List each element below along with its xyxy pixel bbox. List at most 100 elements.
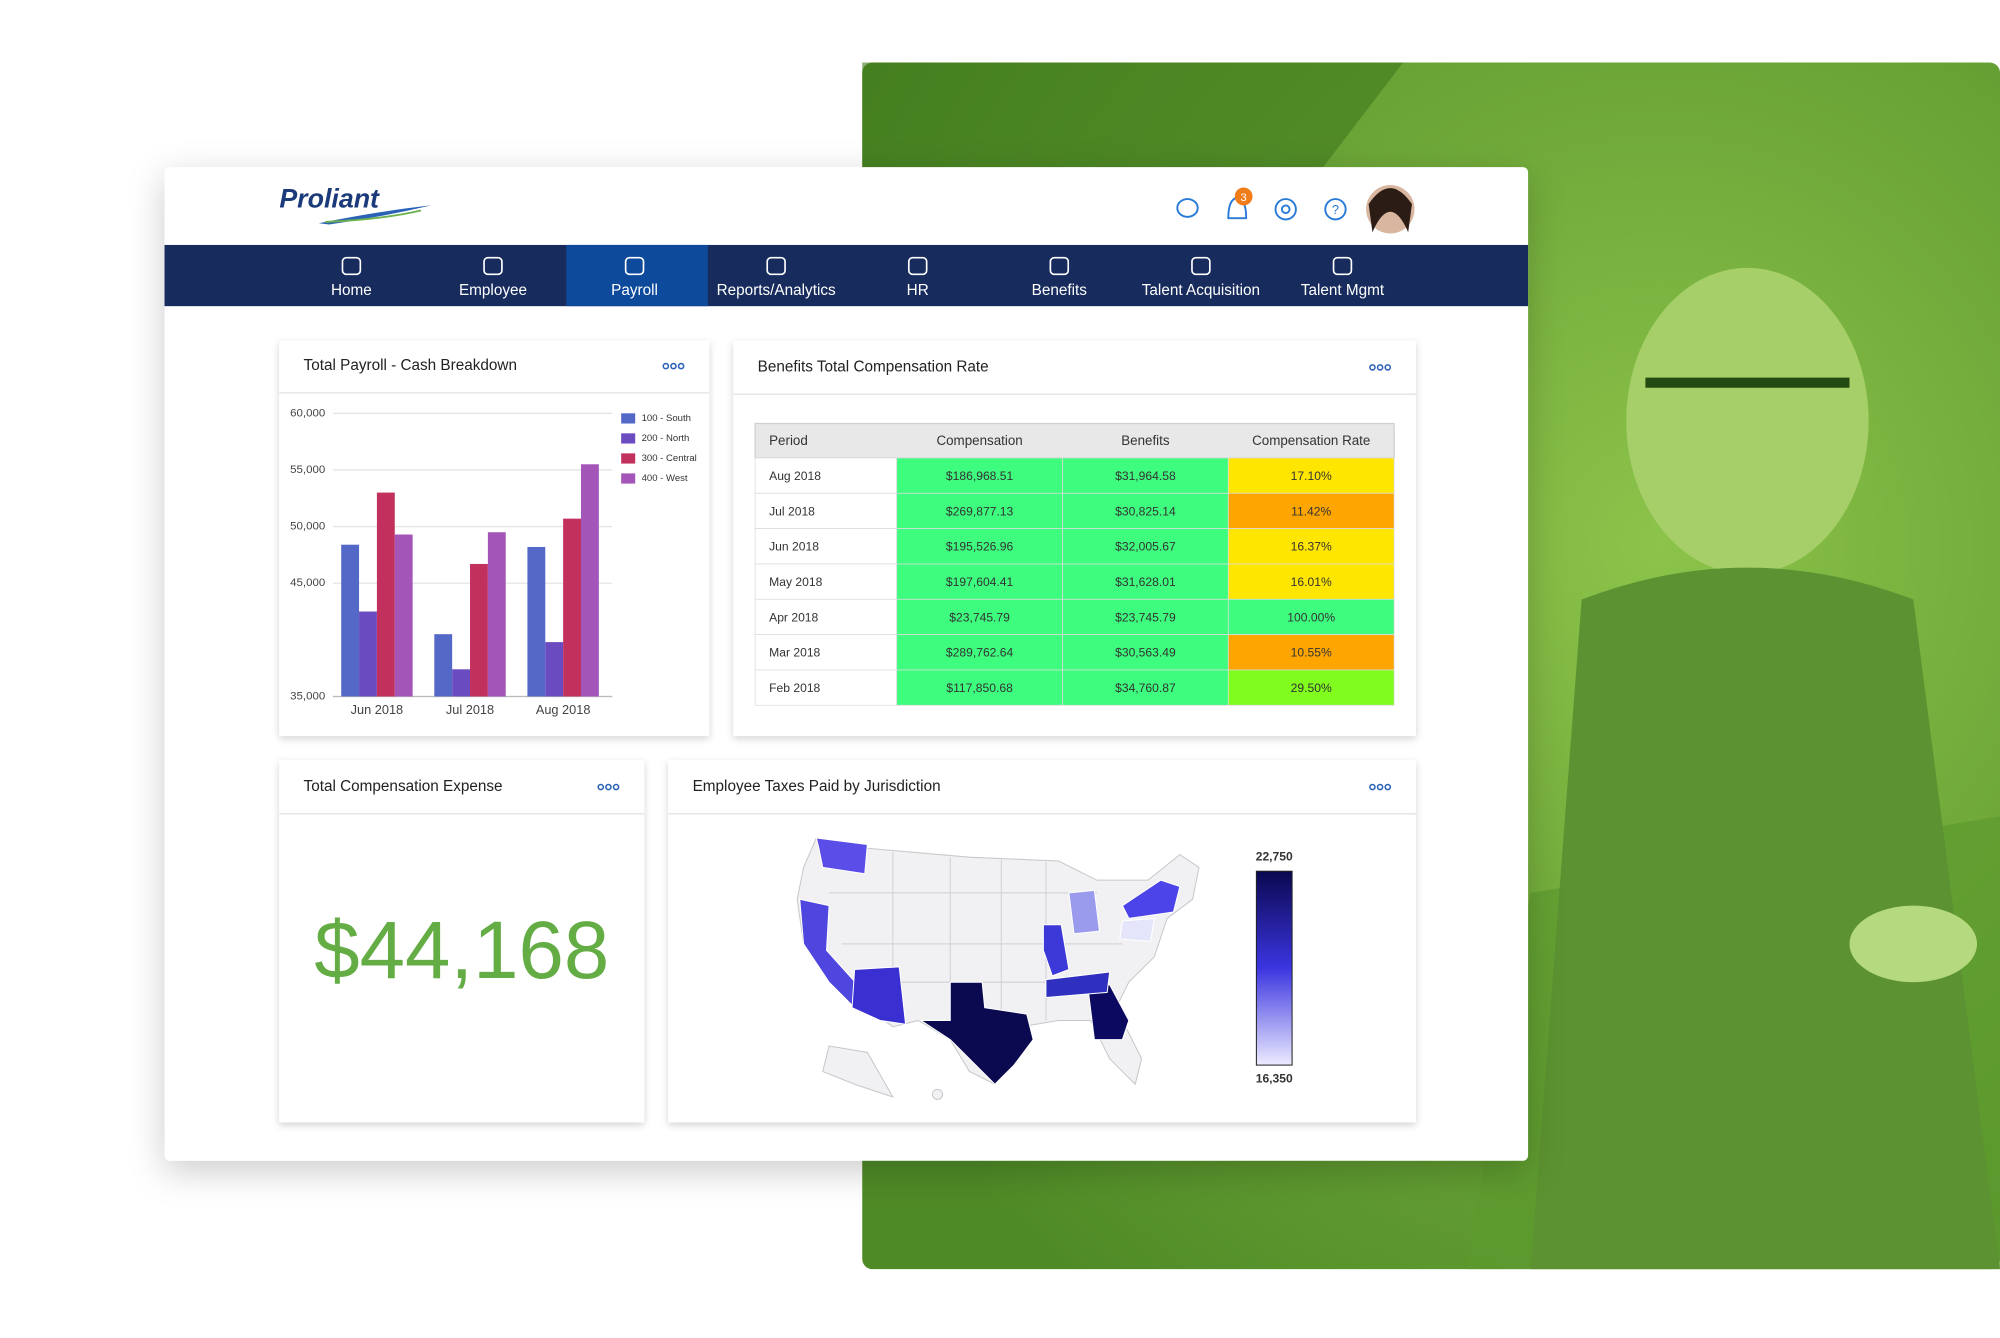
- menu-dot[interactable]: [1384, 783, 1392, 791]
- nav-icon: [1191, 256, 1211, 276]
- nav-item[interactable]: Payroll: [611, 282, 658, 299]
- x-tick-label: Aug 2018: [536, 702, 591, 717]
- bar: [376, 492, 395, 697]
- bar: [359, 611, 377, 697]
- table-cell: [896, 669, 1063, 706]
- settings-icon[interactable]: [1274, 198, 1297, 221]
- color-scale: [1255, 870, 1293, 1066]
- column-header: Benefits: [1121, 433, 1170, 448]
- cell-text: May 2018: [769, 575, 822, 589]
- help-glyph: ?: [1332, 202, 1339, 217]
- cell-text: $30,563.49: [1115, 646, 1176, 660]
- cell-text: Aug 2018: [769, 469, 821, 483]
- menu-dot[interactable]: [1369, 364, 1376, 371]
- legend-swatch: [621, 473, 636, 484]
- bar: [527, 546, 546, 697]
- menu-dot[interactable]: [670, 362, 677, 370]
- cell-text: $195,526.96: [946, 540, 1014, 554]
- cell-text: $32,005.67: [1115, 540, 1176, 554]
- cell-text: $186,968.51: [946, 469, 1014, 483]
- table-cell: [1227, 492, 1395, 530]
- menu-dot[interactable]: [662, 362, 670, 370]
- nav-active: [566, 244, 708, 307]
- table-header: [754, 422, 1395, 459]
- legend-swatch: [621, 433, 636, 444]
- cell-text: $117,850.68: [946, 681, 1013, 695]
- menu-dot[interactable]: [1384, 364, 1392, 371]
- cell-text: 11.42%: [1291, 504, 1331, 518]
- bar: [545, 642, 564, 697]
- menu-dot[interactable]: [612, 783, 620, 791]
- table-cell: [754, 669, 898, 706]
- menu-dot[interactable]: [677, 362, 685, 370]
- card-title: Benefits Total Compensation Rate: [758, 358, 989, 375]
- cell-text: 17.10%: [1291, 469, 1332, 483]
- column-header: Compensation Rate: [1252, 433, 1370, 448]
- cell-text: 100.00%: [1287, 610, 1335, 624]
- cell-text: $23,745.79: [1115, 610, 1176, 624]
- cell-text: $269,877.13: [946, 504, 1014, 518]
- nav: Home Employee Payroll Reports/Analytics HR Be…: [331, 244, 1385, 307]
- legend-label: 300 - Central: [642, 453, 697, 464]
- cell-text: $197,604.41: [946, 575, 1014, 589]
- cell-text: Jul 2018: [769, 504, 815, 518]
- column-header: Period: [769, 433, 808, 448]
- cell-text: $30,825.14: [1115, 504, 1176, 518]
- nav-item[interactable]: Employee: [459, 282, 527, 299]
- chat-icon[interactable]: [1176, 198, 1199, 218]
- card: [279, 760, 645, 1123]
- cell-text: 16.01%: [1291, 575, 1332, 589]
- card-title: Total Payroll - Cash Breakdown: [304, 357, 517, 374]
- table-cell: [754, 598, 898, 635]
- logo-swoosh: [325, 209, 422, 223]
- cell-text: $31,964.58: [1115, 469, 1176, 483]
- card-title: Total Compensation Expense: [304, 778, 503, 795]
- menu-dot[interactable]: [597, 783, 605, 791]
- cell-text: Mar 2018: [769, 646, 820, 660]
- cell-text: $289,762.64: [946, 646, 1014, 660]
- content: Total Payroll - Cash Breakdown 35,000 45,0…: [279, 340, 1416, 1123]
- table-cell: [1227, 563, 1395, 600]
- legend-swatch: [621, 453, 636, 464]
- table-cell: [896, 457, 1063, 494]
- y-tick-label: 55,000: [290, 464, 325, 476]
- menu-dot[interactable]: [1369, 783, 1376, 791]
- table-cell: [896, 528, 1063, 565]
- total-amount: $44,168: [314, 905, 609, 996]
- legend-swatch: [621, 413, 636, 424]
- table-cell: [896, 492, 1063, 530]
- cell-text: Feb 2018: [769, 681, 820, 695]
- nav-item[interactable]: Home: [331, 282, 372, 299]
- menu-dot[interactable]: [1376, 783, 1384, 791]
- nav-item[interactable]: HR: [907, 282, 929, 299]
- bar: [580, 464, 599, 697]
- help-icon[interactable]: [1324, 198, 1347, 221]
- cell-text: Jun 2018: [769, 540, 819, 554]
- legend-label: 200 - North: [642, 433, 690, 444]
- bar: [563, 518, 581, 697]
- legend-label: 400 - West: [642, 473, 688, 484]
- nav-item[interactable]: Benefits: [1032, 282, 1088, 299]
- menu-dot[interactable]: [1376, 364, 1384, 371]
- table-cell: [754, 528, 898, 565]
- cell-text: 16.37%: [1291, 540, 1332, 554]
- menu-dot[interactable]: [605, 783, 612, 791]
- nav-icon: [341, 256, 362, 276]
- x-tick-label: Jul 2018: [446, 702, 494, 717]
- table-cell: [1062, 634, 1229, 671]
- table-cell: [1062, 669, 1229, 706]
- legend-label: 100 - South: [642, 413, 691, 424]
- y-tick-label: 50,000: [290, 521, 325, 533]
- cell-text: $34,760.87: [1115, 681, 1176, 695]
- scale-max: 22,750: [1256, 849, 1293, 863]
- nav-item[interactable]: Reports/Analytics: [717, 282, 836, 299]
- nav-bar: [164, 244, 1529, 307]
- nav-icon: [766, 256, 786, 276]
- y-tick-label: 45,000: [290, 577, 325, 589]
- nav-icon: [624, 256, 645, 276]
- logo[interactable]: Proliant: [279, 183, 380, 213]
- table-cell: [1062, 563, 1229, 600]
- nav-item[interactable]: Talent Mgmt: [1301, 282, 1385, 299]
- y-tick-label: 60,000: [290, 407, 325, 419]
- nav-item[interactable]: Talent Acquisition: [1142, 282, 1260, 299]
